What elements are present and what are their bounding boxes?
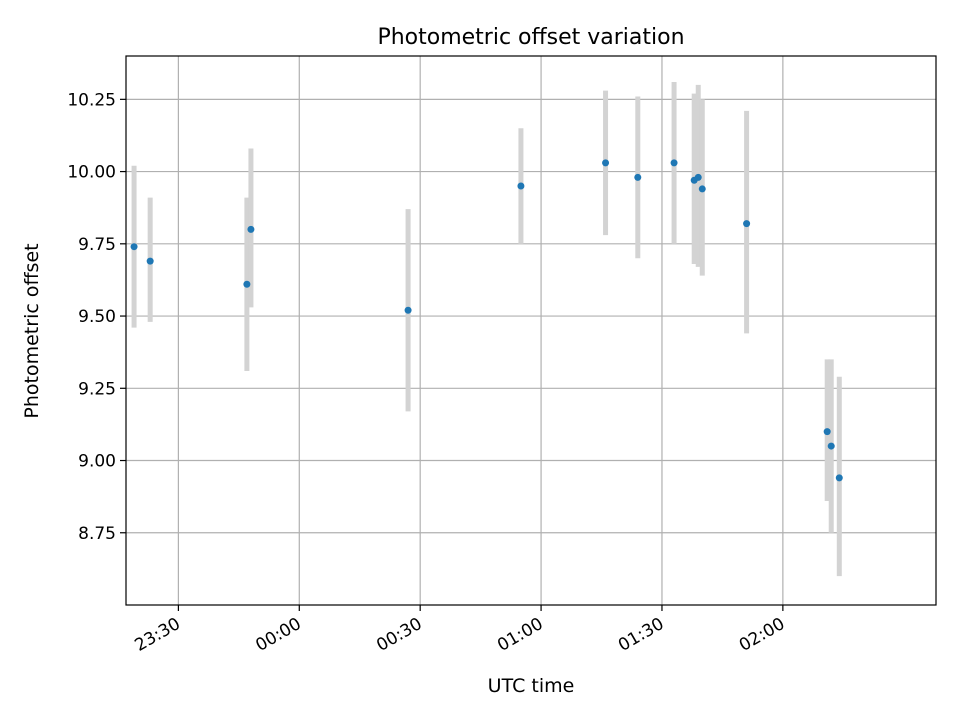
data-point [247,225,255,233]
data-points [130,159,843,482]
y-tick-label: 9.50 [78,307,116,327]
data-point [698,185,706,193]
y-axis-label: Photometric offset [21,243,43,418]
data-point [404,306,412,314]
y-tick-label: 10.25 [67,90,116,110]
data-point [634,173,642,181]
data-point [827,442,835,450]
data-point [130,243,138,251]
y-tick-label: 10.00 [67,163,116,183]
data-point [670,159,678,167]
chart-title: Photometric offset variation [377,25,684,50]
data-point [146,257,154,265]
y-tick-label: 8.75 [78,524,116,544]
plot-frame [125,55,937,606]
data-point [602,159,610,167]
y-axis-ticks: 8.75 9.00 9.25 9.50 9.75 10.00 10.25 [67,90,126,544]
x-axis-label: UTC time [488,675,575,697]
y-tick-label: 9.75 [78,235,116,255]
y-tick-label: 9.25 [78,379,116,399]
grid [126,56,936,605]
data-point [517,182,525,190]
data-point [835,474,843,482]
data-point [823,428,831,436]
y-tick-label: 9.00 [78,452,116,472]
data-point [743,220,751,228]
data-point [243,280,251,288]
data-point [694,173,702,181]
